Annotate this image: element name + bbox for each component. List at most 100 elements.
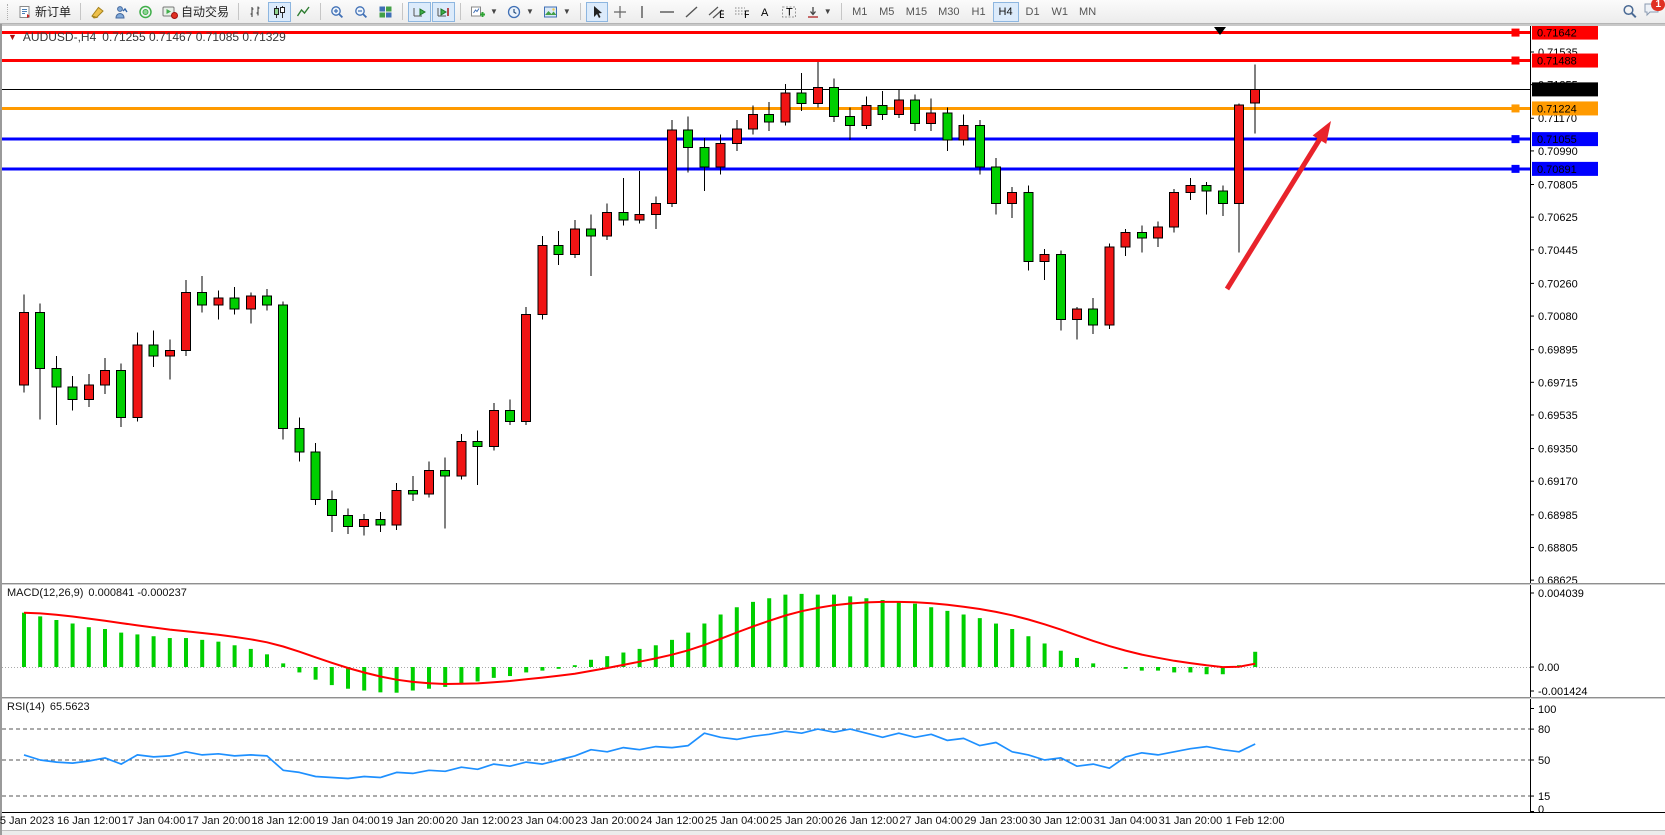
svg-text:0: 0 [1538, 804, 1544, 812]
crosshair-button[interactable] [609, 2, 631, 22]
chevron-down-icon: ▼ [490, 7, 498, 16]
svg-text:0.69715: 0.69715 [1538, 377, 1578, 389]
styler-button[interactable] [86, 2, 109, 22]
timeframe-d1-button[interactable]: D1 [1020, 2, 1046, 22]
pane-splitter[interactable] [2, 697, 1665, 699]
new-order-button[interactable]: 新订单 [14, 2, 75, 22]
auto-trading-icon [162, 6, 179, 19]
rsi-canvas[interactable]: 100 80 50 150 [2, 699, 1665, 812]
time-label: 30 Jan 12:00 [1028, 815, 1093, 827]
zoom-in-icon [331, 5, 344, 18]
time-label: 29 Jan 23:00 [964, 815, 1028, 827]
chart-shift-icon [437, 7, 449, 16]
timeframe-group: M1 M5 M15 M30 H1 H4 D1 W1 MN [847, 1, 1101, 22]
auto-trading-button[interactable]: 自动交易 [158, 2, 233, 22]
candlestick-chart-type-button[interactable] [268, 1, 292, 22]
new-chart-button[interactable]: ▼ [466, 2, 502, 22]
timeframe-h4-button[interactable]: H4 [992, 1, 1019, 22]
pane-splitter[interactable] [2, 583, 1665, 585]
separator [840, 3, 842, 20]
svg-text:0.69170: 0.69170 [1538, 476, 1578, 488]
candlestick-chart-icon [274, 5, 286, 18]
templates-button[interactable]: ▼ [539, 2, 575, 22]
fibonacci-button[interactable]: F [729, 2, 753, 22]
time-label: 31 Jan 04:00 [1093, 815, 1158, 827]
periods-button[interactable]: ▼ [503, 2, 538, 22]
text-label-button[interactable]: T [777, 2, 801, 22]
chart-shift-button[interactable] [432, 1, 456, 22]
separator [80, 3, 82, 20]
new-order-label: 新订单 [35, 5, 72, 19]
svg-text:0.71170: 0.71170 [1538, 113, 1577, 125]
svg-text:0.71329: 0.71329 [1537, 84, 1577, 96]
horizontal-line-button[interactable] [655, 2, 679, 22]
vertical-line-button[interactable] [632, 2, 654, 22]
search-icon [1623, 4, 1637, 19]
svg-text:0.004039: 0.004039 [1538, 588, 1584, 600]
chevron-down-icon: ▼ [823, 7, 832, 16]
signals-button[interactable] [134, 2, 157, 22]
time-label: 17 Jan 04:00 [121, 815, 186, 827]
zoom-in-button[interactable] [326, 2, 349, 22]
text-button[interactable]: A [754, 2, 776, 22]
cursor-button[interactable] [585, 1, 608, 22]
svg-text:0.00: 0.00 [1538, 662, 1559, 674]
separator [320, 3, 322, 20]
time-label: 16 Jan 12:00 [56, 815, 121, 827]
equidistant-channel-button[interactable]: E [704, 2, 728, 22]
main-chart-canvas[interactable]: 0.715350.713550.711700.709900.708050.706… [2, 26, 1665, 583]
separator [579, 3, 581, 20]
symbol-period-label: AUDUSD-,H4 [22, 30, 97, 44]
time-label: 20 Jan 12:00 [445, 815, 510, 827]
time-label: 18 Jan 12:00 [251, 815, 315, 827]
toolbar: 新订单 [0, 0, 1665, 24]
svg-text:0.70260: 0.70260 [1538, 278, 1578, 290]
svg-text:F: F [744, 9, 749, 19]
time-label: 17 Jan 20:00 [186, 815, 251, 827]
chat-button[interactable]: 1 [1643, 0, 1665, 22]
chart-window: ▼ AUDUSD-,H4 0.71255 0.71467 0.71085 0.7… [0, 24, 1665, 835]
line-chart-type-button[interactable] [292, 2, 315, 22]
symbol-icon: ▼ [8, 32, 17, 42]
time-label: 23 Jan 20:00 [575, 815, 639, 827]
new-chart-icon [471, 6, 486, 17]
market-watch-button[interactable] [110, 2, 133, 22]
vertical-line-icon [641, 5, 643, 18]
timeframe-m30-button[interactable]: M30 [933, 2, 964, 22]
svg-text:0.69895: 0.69895 [1538, 345, 1578, 357]
time-label: 24 Jan 12:00 [640, 815, 704, 827]
market-watch-icon [115, 5, 128, 18]
chart-title: ▼ AUDUSD-,H4 0.71255 0.71467 0.71085 0.7… [8, 30, 286, 44]
auto-scroll-button[interactable] [408, 1, 432, 22]
zoom-out-button[interactable] [350, 2, 373, 22]
timeframe-h1-button[interactable]: H1 [966, 2, 992, 22]
time-label: 31 Jan 20:00 [1158, 815, 1223, 827]
macd-name: MACD(12,26,9) [7, 587, 84, 599]
rsi-value: 65.5623 [49, 701, 90, 713]
timeframe-m1-button[interactable]: M1 [847, 2, 873, 22]
svg-text:0.70080: 0.70080 [1538, 311, 1578, 323]
auto-scroll-icon [413, 7, 427, 16]
arrows-menu-button[interactable]: ▼ [802, 2, 836, 22]
svg-text:0.70625: 0.70625 [1538, 212, 1578, 224]
trendline-button[interactable] [680, 2, 703, 22]
time-label: 19 Jan 20:00 [380, 815, 445, 827]
tile-windows-icon [379, 6, 392, 17]
search-button[interactable] [1618, 2, 1642, 22]
tile-windows-button[interactable] [374, 2, 397, 22]
auto-trading-label: 自动交易 [181, 5, 230, 19]
svg-text:0.68625: 0.68625 [1538, 575, 1578, 583]
bar-chart-type-button[interactable] [244, 2, 267, 22]
timeframe-w1-button[interactable]: W1 [1047, 2, 1074, 22]
timeframe-m15-button[interactable]: M15 [901, 2, 932, 22]
horizontal-line-icon [659, 10, 674, 13]
styler-icon [91, 6, 104, 19]
fibonacci-icon: F [734, 7, 749, 19]
timeframe-m5-button[interactable]: M5 [874, 2, 900, 22]
equidistant-channel-icon: E [708, 6, 724, 19]
macd-canvas[interactable]: 0.004039 0.00 -0.001424 [2, 585, 1665, 697]
svg-text:0.71488: 0.71488 [1537, 56, 1577, 68]
separator [402, 3, 404, 20]
timeframe-mn-button[interactable]: MN [1074, 2, 1101, 22]
